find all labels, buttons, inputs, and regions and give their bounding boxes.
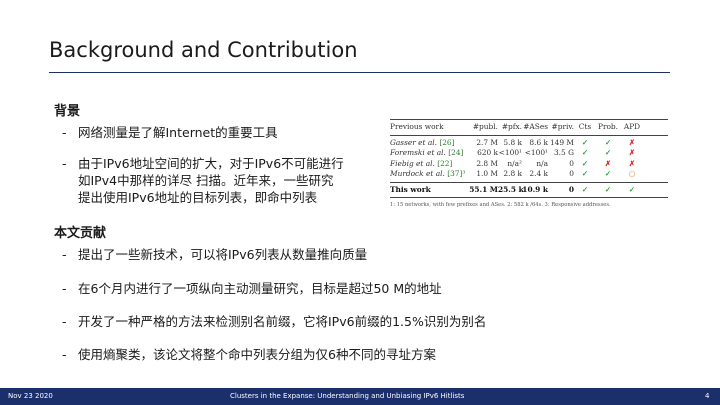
table-bottom-rule: [390, 197, 668, 198]
work-name: Fiebig et al.: [390, 158, 435, 168]
check-icon: ✓: [581, 148, 589, 157]
bullet-text: 提出了一些新技术，可以将IPv6列表从数量推向质量: [78, 247, 368, 262]
bullet-text: 网络测量是了解Internet的重要工具: [78, 125, 278, 140]
work-name: Murdock et al.: [390, 169, 445, 178]
table-header: #publ.: [472, 122, 498, 131]
check-icon: ✓: [604, 169, 612, 178]
table-row: Gasser et al. [26] 2.7 M 5.8 k 8.6 k 149…: [390, 138, 668, 149]
table-cell: 1.0 M: [476, 169, 498, 178]
bullet-text-line-1: 由于IPv6地址空间的扩大，对于IPv6不可能进行: [78, 156, 344, 171]
table-cell: 0: [569, 169, 574, 178]
table-cell-work: This work: [390, 184, 431, 194]
ref-link[interactable]: [26]: [439, 137, 455, 147]
table-row: Foremski et al. [24] 620 k <100¹ <100¹ 3…: [390, 148, 668, 159]
table-cell: 0: [569, 158, 574, 168]
table-cell: 149 M: [549, 137, 574, 147]
footer-paper-title: Clusters in the Expanse: Understanding a…: [230, 392, 465, 400]
bullet-dash: -: [62, 281, 67, 296]
table-cell: 10.9 k: [522, 184, 548, 194]
ref-link[interactable]: [22]: [437, 158, 453, 168]
circle-icon: ○: [628, 169, 636, 178]
table-cell-work: Gasser et al. [26]: [390, 138, 464, 149]
table-cell: 2.7 M: [476, 137, 498, 147]
table-cell-work: Murdock et al. [37]³: [390, 169, 466, 180]
check-icon: ✓: [581, 184, 589, 194]
comparison-table: Previous work #publ. #pfx. #ASes #priv. …: [390, 119, 668, 208]
table-row-this-work: This work 55.1 M 25.5 k 10.9 k 0 ✓ ✓ ✓: [390, 185, 668, 196]
page-number: 4: [705, 392, 710, 400]
table-cell: 2.8 M: [476, 158, 498, 168]
bullet-text: 使用熵聚类，该论文将整个命中列表分组为仅6种不同的寻址方案: [78, 347, 436, 362]
table-header-rule: [390, 134, 668, 136]
table-header: Cts: [578, 122, 592, 131]
table-cell-work: Fiebig et al. [22]: [390, 159, 464, 170]
table-cell: <100¹: [524, 148, 548, 157]
ref-link[interactable]: [24]: [448, 148, 464, 157]
table-cell: 8.6 k: [529, 137, 548, 147]
table-row: Murdock et al. [37]³ 1.0 M 2.8 k 2.4 k 0…: [390, 169, 668, 180]
cross-icon: ✗: [628, 137, 636, 147]
table-cell: 2.4 k: [529, 169, 548, 178]
bullet-text: 在6个月内进行了一项纵向主动测量研究，目标是超过50 M的地址: [78, 281, 442, 296]
footer-date: Nov 23 2020: [8, 392, 53, 400]
table-header-row: Previous work #publ. #pfx. #ASes #priv. …: [390, 122, 668, 133]
title-divider: [49, 72, 670, 73]
table-cell: 25.5 k: [498, 184, 524, 194]
table-cell: 5.8 k: [503, 137, 522, 147]
table-cell: <100¹: [498, 148, 522, 157]
bullet-text-line-3: 提出使用IPv6地址的目标列表，即命中列表: [78, 190, 318, 205]
table-cell: 2.8 k: [503, 169, 522, 178]
work-name: Gasser et al.: [390, 137, 437, 147]
check-icon: ✓: [604, 184, 612, 194]
bullet-dash: -: [62, 247, 67, 262]
table-header: Previous work: [390, 122, 444, 131]
check-icon: ✓: [604, 137, 612, 147]
background-heading: 背景: [54, 104, 81, 119]
check-icon: ✓: [581, 169, 589, 178]
table-header: APD: [623, 122, 641, 131]
slide-title: Background and Contribution: [49, 38, 358, 62]
bullet-dash: -: [62, 347, 67, 362]
table-footnote: 1: 15 networks, with few prefixes and AS…: [390, 202, 611, 208]
table-cell: 620 k: [477, 148, 498, 157]
check-icon: ✓: [604, 148, 612, 157]
table-header: #ASes: [523, 122, 548, 131]
check-icon: ✓: [581, 137, 589, 147]
cross-icon: ✗: [604, 158, 612, 168]
bullet-text-line-2: 如IPv4中那样的详尽 扫描。近年来，一些研究: [78, 173, 334, 188]
table-cell: n/a: [536, 158, 548, 168]
table-header: Prob.: [597, 122, 619, 131]
check-icon: ✓: [581, 158, 589, 168]
work-name: Foremski et al.: [390, 148, 446, 157]
table-header: #pfx.: [501, 122, 522, 131]
table-mid-rule: [390, 181, 668, 183]
table-header: #priv.: [551, 122, 574, 131]
table-top-rule: [390, 119, 668, 120]
table-row: Fiebig et al. [22] 2.8 M n/a² n/a 0 ✓ ✗ …: [390, 159, 668, 170]
bullet-dash: -: [62, 156, 67, 171]
bullet-dash: -: [62, 125, 67, 140]
table-cell: 3.5 G: [553, 148, 574, 157]
cross-icon: ✗: [628, 158, 636, 168]
bullet-text: 开发了一种严格的方法来检测别名前缀，它将IPv6前缀的1.5%识别为别名: [78, 314, 487, 329]
slide-footer: Nov 23 2020 Clusters in the Expanse: Und…: [0, 388, 720, 405]
bullet-dash: -: [62, 314, 67, 329]
check-icon: ✓: [628, 184, 636, 194]
cross-icon: ✗: [628, 148, 636, 157]
table-cell: 55.1 M: [469, 184, 498, 194]
ref-link[interactable]: [37]³: [447, 169, 466, 178]
table-cell: 0: [568, 184, 574, 194]
table-cell: n/a²: [507, 158, 522, 168]
contribution-heading: 本文贡献: [54, 226, 107, 241]
table-cell-work: Foremski et al. [24]: [390, 148, 464, 159]
